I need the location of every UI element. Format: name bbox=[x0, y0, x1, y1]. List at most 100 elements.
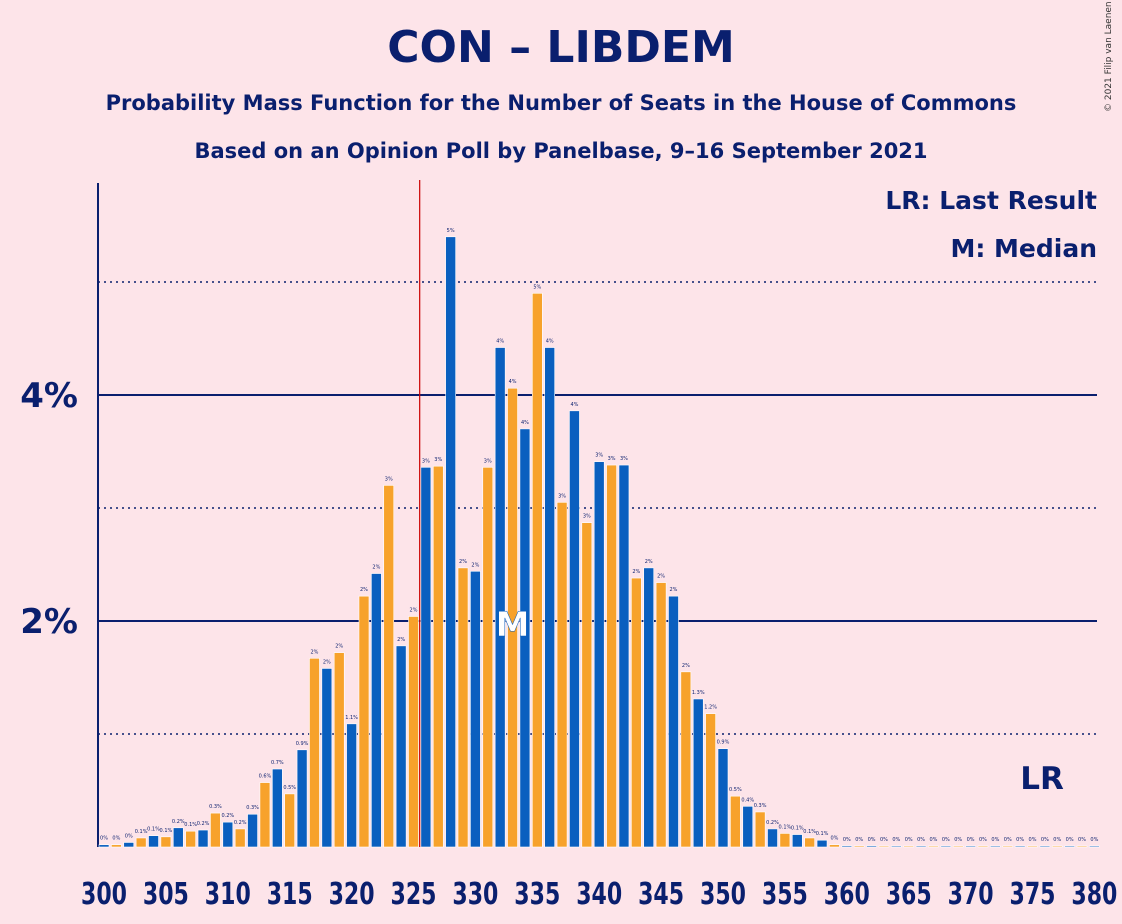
bar-342 bbox=[618, 464, 630, 848]
value-label: 0.3% bbox=[246, 805, 259, 811]
bar-328 bbox=[445, 236, 456, 848]
value-label: 0% bbox=[843, 837, 851, 843]
value-label: 0.1% bbox=[803, 829, 816, 835]
value-label: 0% bbox=[1053, 837, 1061, 843]
x-tick-label: 375 bbox=[1010, 877, 1056, 912]
value-label: 1.3% bbox=[692, 690, 705, 696]
bar-333 bbox=[507, 387, 518, 848]
bar-355 bbox=[779, 833, 791, 848]
bar-374 bbox=[1014, 845, 1026, 848]
value-label: 0.6% bbox=[259, 774, 272, 780]
value-label: 0% bbox=[1078, 837, 1086, 843]
value-label: 0% bbox=[954, 837, 962, 843]
y-tick-label: 4% bbox=[20, 376, 78, 416]
bar-315 bbox=[284, 793, 296, 848]
value-label: 0.2% bbox=[197, 821, 210, 827]
value-label: 0% bbox=[917, 837, 925, 843]
value-label: 2% bbox=[310, 649, 318, 655]
bar-311 bbox=[234, 828, 246, 848]
bar-367 bbox=[928, 845, 939, 848]
value-label: 0.1% bbox=[160, 828, 173, 834]
value-label: 0% bbox=[905, 837, 913, 843]
x-tick-label: 345 bbox=[638, 877, 684, 912]
x-tick-label: 335 bbox=[514, 877, 560, 912]
bar-359 bbox=[829, 844, 840, 848]
bar-309 bbox=[210, 812, 221, 848]
bar-379 bbox=[1076, 845, 1088, 848]
value-label: 0.2% bbox=[234, 820, 247, 826]
bar-344 bbox=[643, 567, 655, 848]
last-result-label: LR bbox=[1020, 761, 1064, 797]
bar-332 bbox=[494, 347, 506, 848]
bar-331 bbox=[482, 467, 494, 848]
x-tick-label: 300 bbox=[81, 877, 127, 912]
value-label: 0% bbox=[880, 837, 888, 843]
bar-360 bbox=[841, 845, 853, 848]
x-tick-label: 380 bbox=[1071, 877, 1117, 912]
bar-306 bbox=[172, 827, 184, 848]
value-label: 0.1% bbox=[779, 824, 792, 830]
median-marker: M bbox=[496, 605, 530, 645]
value-label: 2% bbox=[410, 607, 418, 613]
bar-370 bbox=[965, 845, 976, 848]
bar-338 bbox=[569, 410, 580, 848]
x-tick-label: 355 bbox=[762, 877, 808, 912]
value-label: 0.2% bbox=[172, 819, 185, 825]
value-label: 0% bbox=[929, 837, 937, 843]
value-label: 0% bbox=[868, 837, 876, 843]
bar-343 bbox=[631, 577, 642, 848]
x-tick-label: 350 bbox=[700, 877, 746, 912]
value-label: 5% bbox=[447, 228, 455, 234]
bar-321 bbox=[358, 595, 370, 848]
value-label: 2% bbox=[657, 574, 665, 580]
bar-346 bbox=[668, 595, 679, 848]
value-label: 0% bbox=[125, 833, 133, 839]
bar-325 bbox=[408, 616, 419, 848]
bar-345 bbox=[655, 582, 667, 848]
bar-339 bbox=[581, 522, 593, 848]
bar-350 bbox=[717, 748, 729, 848]
value-label: 0% bbox=[991, 837, 999, 843]
bar-352 bbox=[742, 806, 754, 848]
bar-303 bbox=[135, 837, 147, 848]
bar-314 bbox=[272, 768, 283, 848]
value-label: 0% bbox=[1041, 837, 1049, 843]
bar-366 bbox=[915, 845, 927, 848]
legend-median: M: Median bbox=[950, 234, 1097, 263]
bar-312 bbox=[247, 813, 258, 848]
bar-369 bbox=[952, 845, 964, 848]
x-tick-label: 340 bbox=[576, 877, 622, 912]
x-tick-label: 305 bbox=[143, 877, 189, 912]
bar-361 bbox=[853, 845, 865, 848]
bar-358 bbox=[816, 839, 828, 848]
value-label: 0.2% bbox=[221, 813, 234, 819]
bar-353 bbox=[754, 811, 766, 848]
value-label: 3% bbox=[558, 493, 566, 499]
bar-308 bbox=[197, 829, 209, 848]
bar-305 bbox=[160, 836, 172, 848]
bar-301 bbox=[111, 844, 122, 848]
value-label: 5% bbox=[533, 284, 541, 290]
value-label: 4% bbox=[496, 339, 504, 345]
value-label: 3% bbox=[620, 456, 628, 462]
value-label: 0.9% bbox=[717, 740, 730, 746]
bar-327 bbox=[432, 465, 444, 848]
value-label: 4% bbox=[546, 339, 554, 345]
bar-316 bbox=[296, 749, 308, 848]
bar-302 bbox=[123, 842, 135, 848]
value-label: 0% bbox=[1004, 837, 1012, 843]
value-label: 0% bbox=[1029, 837, 1037, 843]
value-label: 0.4% bbox=[741, 797, 754, 803]
value-label: 0% bbox=[1090, 837, 1098, 843]
value-label: 4% bbox=[521, 420, 529, 426]
x-tick-label: 360 bbox=[824, 877, 870, 912]
value-label: 2% bbox=[670, 587, 678, 593]
value-label: 0.3% bbox=[754, 803, 767, 809]
value-label: 0.5% bbox=[283, 785, 296, 791]
y-tick-label: 2% bbox=[20, 602, 78, 642]
value-label: 0% bbox=[1016, 837, 1024, 843]
chart-source: Based on an Opinion Poll by Panelbase, 9… bbox=[194, 139, 928, 163]
value-label: 2% bbox=[682, 663, 690, 669]
value-label: 0% bbox=[112, 836, 120, 842]
